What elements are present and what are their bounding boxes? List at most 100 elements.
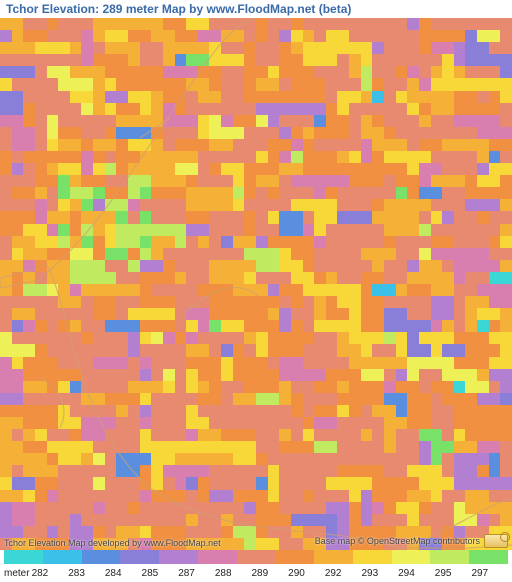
grid-cell — [70, 477, 82, 489]
grid-cell — [128, 405, 140, 417]
grid-cell — [93, 308, 105, 320]
elevation-map[interactable]: Tchor Elevation Map developed by www.Flo… — [0, 18, 512, 550]
grid-cell — [140, 272, 152, 284]
grid-cell — [489, 18, 501, 30]
grid-cell — [256, 514, 268, 526]
legend-segment — [392, 550, 431, 564]
grid-cell — [175, 42, 187, 54]
grid-cell — [465, 42, 477, 54]
grid-cell — [58, 272, 70, 284]
grid-cell — [0, 211, 12, 223]
grid-cell — [0, 381, 12, 393]
grid-cell — [233, 272, 245, 284]
grid-cell — [116, 332, 128, 344]
grid-cell — [407, 502, 419, 514]
grid-cell — [116, 248, 128, 260]
grid-cell — [81, 405, 93, 417]
grid-cell — [47, 260, 59, 272]
grid-cell — [140, 405, 152, 417]
grid-cell — [314, 211, 326, 223]
grid-cell — [256, 30, 268, 42]
grid-cell — [372, 369, 384, 381]
grid-cell — [489, 490, 501, 502]
grid-cell — [209, 393, 221, 405]
grid-cell — [500, 115, 512, 127]
grid-cell — [12, 91, 24, 103]
grid-cell — [163, 477, 175, 489]
grid-cell — [465, 103, 477, 115]
grid-cell — [384, 30, 396, 42]
grid-cell — [186, 236, 198, 248]
legend-tick: 284 — [105, 568, 142, 579]
grid-cell — [349, 151, 361, 163]
grid-cell — [489, 78, 501, 90]
grid-cell — [128, 357, 140, 369]
grid-cell — [244, 320, 256, 332]
grid-cell — [384, 357, 396, 369]
grid-cell — [279, 332, 291, 344]
grid-cell — [209, 30, 221, 42]
grid-cell — [23, 248, 35, 260]
legend-segment — [275, 550, 314, 564]
grid-cell — [116, 514, 128, 526]
grid-cell — [12, 236, 24, 248]
grid-cell — [221, 332, 233, 344]
grid-cell — [396, 187, 408, 199]
grid-cell — [384, 42, 396, 54]
grid-cell — [431, 417, 443, 429]
grid-cell — [384, 175, 396, 187]
grid-cell — [349, 332, 361, 344]
grid-cell — [244, 91, 256, 103]
grid-cell — [105, 477, 117, 489]
grid-cell — [442, 393, 454, 405]
grid-cell — [128, 199, 140, 211]
grid-cell — [396, 369, 408, 381]
grid-cell — [314, 224, 326, 236]
grid-cell — [384, 308, 396, 320]
grid-cell — [361, 490, 373, 502]
grid-cell — [70, 417, 82, 429]
grid-cell — [268, 30, 280, 42]
grid-cell — [407, 441, 419, 453]
grid-cell — [0, 417, 12, 429]
grid-cell — [70, 127, 82, 139]
grid-cell — [198, 30, 210, 42]
grid-cell — [58, 30, 70, 42]
grid-cell — [489, 441, 501, 453]
grid-cell — [128, 151, 140, 163]
grid-cell — [116, 91, 128, 103]
grid-cell — [70, 381, 82, 393]
grid-cell — [361, 224, 373, 236]
grid-cell — [70, 103, 82, 115]
grid-cell — [35, 139, 47, 151]
grid-cell — [47, 42, 59, 54]
grid-cell — [221, 66, 233, 78]
grid-cell — [279, 453, 291, 465]
grid-cell — [349, 465, 361, 477]
grid-cell — [128, 54, 140, 66]
grid-cell — [93, 187, 105, 199]
grid-cell — [23, 54, 35, 66]
grid-cell — [372, 308, 384, 320]
grid-cell — [163, 514, 175, 526]
grid-cell — [163, 453, 175, 465]
grid-cell — [244, 381, 256, 393]
grid-cell — [384, 54, 396, 66]
grid-cell — [303, 224, 315, 236]
grid-cell — [465, 163, 477, 175]
grid-cell — [209, 211, 221, 223]
grid-cell — [12, 441, 24, 453]
grid-cell — [0, 248, 12, 260]
grid-cell — [70, 54, 82, 66]
grid-cell — [477, 441, 489, 453]
grid-cell — [81, 296, 93, 308]
grid-cell — [128, 332, 140, 344]
grid-cell — [140, 18, 152, 30]
grid-cell — [500, 127, 512, 139]
grid-cell — [384, 211, 396, 223]
grid-cell — [291, 236, 303, 248]
grid-cell — [186, 66, 198, 78]
grid-cell — [279, 465, 291, 477]
grid-cell — [256, 54, 268, 66]
grid-cell — [35, 441, 47, 453]
